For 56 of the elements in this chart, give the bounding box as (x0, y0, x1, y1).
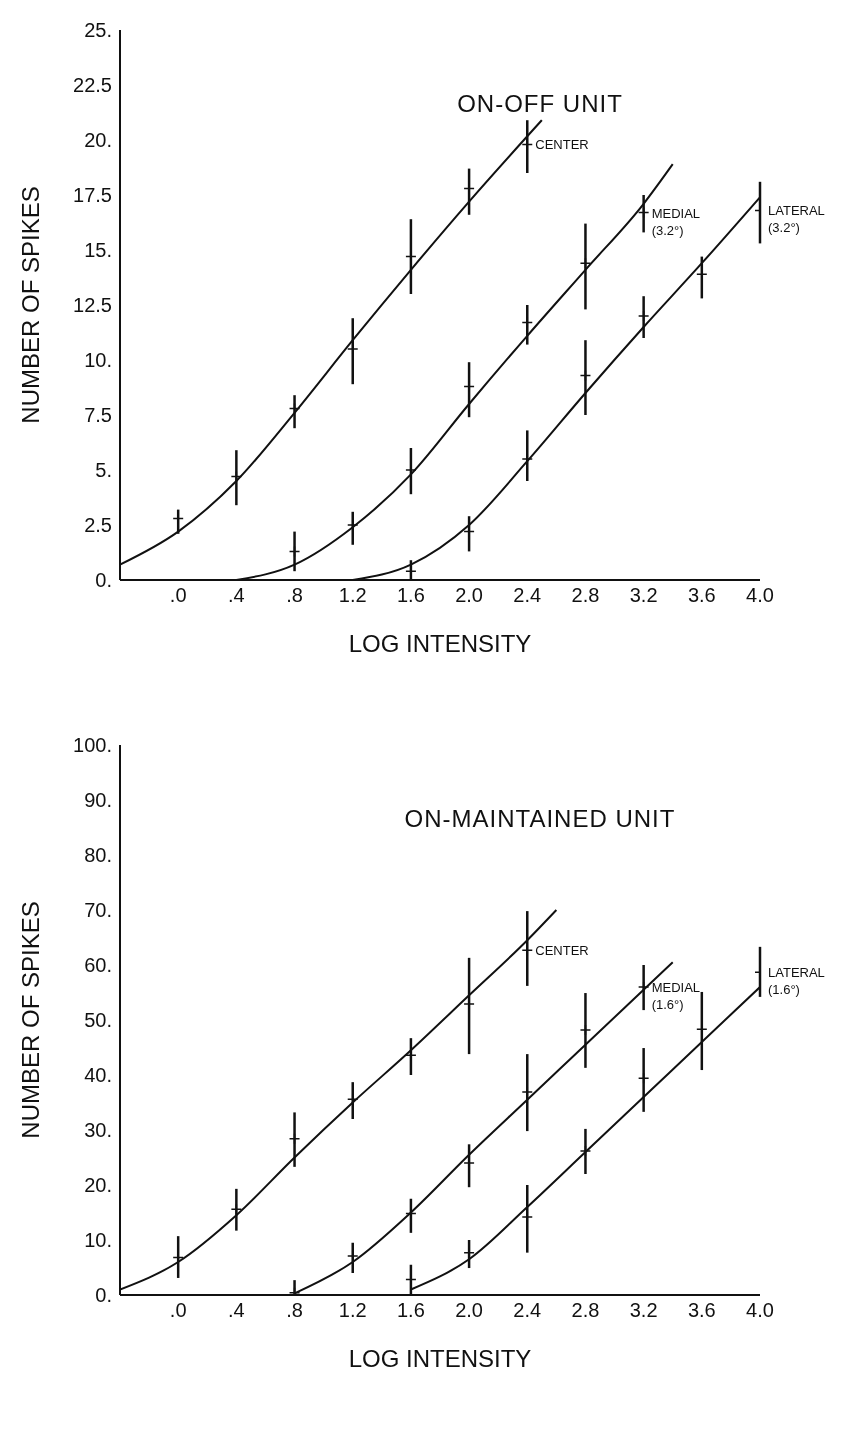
y-tick-label: 30. (84, 1119, 112, 1142)
y-tick-label: 80. (84, 844, 112, 867)
series-label: CENTER (535, 943, 589, 959)
x-tick-label: .4 (228, 1299, 245, 1322)
x-tick-label: 2.0 (455, 584, 483, 607)
y-tick-label: 12.5 (73, 294, 112, 317)
x-axis-title: LOG INTENSITY (348, 1345, 532, 1372)
y-tick-label: 70. (84, 899, 112, 922)
y-tick-label: 60. (84, 954, 112, 977)
x-tick-label: 3.2 (629, 1299, 658, 1322)
y-tick-label: 5. (95, 459, 112, 482)
x-tick-label: 4.0 (746, 584, 774, 607)
text: ON-MAINTAINED UNIT (403, 805, 677, 833)
series-label: CENTER (535, 137, 589, 153)
series-label: MEDIAL (3.2°) (651, 205, 701, 238)
x-tick-label: 2.4 (513, 1299, 542, 1322)
y-tick-label: 7.5 (84, 404, 112, 427)
x-tick-label: .8 (286, 584, 303, 607)
y-axis-title: NUMBER OF SPIKES (16, 901, 44, 1139)
text: ON-OFF UNIT (456, 90, 624, 118)
y-tick-label: 10. (84, 349, 112, 372)
y-tick-label: 10. (84, 1229, 112, 1252)
x-tick-label: 1.2 (338, 584, 367, 607)
x-tick-label: .0 (169, 584, 187, 607)
x-tick-label: 2.8 (571, 584, 600, 607)
series-label: LATERAL (1.6°) (768, 965, 825, 998)
x-tick-label: .4 (228, 584, 245, 607)
x-axis-title: LOG INTENSITY (348, 630, 532, 657)
y-tick-label: 50. (84, 1009, 112, 1032)
x-tick-label: .8 (286, 1299, 303, 1322)
series-label: MEDIAL (1.6°) (651, 980, 701, 1012)
y-tick-label: 2.5 (84, 514, 112, 537)
y-tick-label: 100. (73, 734, 112, 757)
y-tick-label: 0. (95, 1284, 112, 1307)
x-tick-label: 3.2 (629, 584, 658, 607)
x-tick-label: 2.8 (571, 1299, 600, 1322)
y-tick-label: 15. (84, 239, 112, 262)
x-tick-label: 3.6 (687, 584, 716, 607)
y-tick-label: 40. (84, 1064, 112, 1087)
x-tick-label: 1.6 (397, 1299, 425, 1322)
y-tick-label: 20. (84, 129, 112, 152)
y-tick-label: 0. (95, 569, 112, 592)
y-tick-label: 22.5 (73, 74, 112, 97)
x-tick-label: 2.4 (513, 584, 542, 607)
x-tick-label: 2.0 (455, 1299, 483, 1322)
y-axis-title: NUMBER OF SPIKES (16, 186, 44, 424)
x-tick-label: 1.6 (397, 584, 425, 607)
y-tick-label: 17.5 (73, 184, 112, 207)
series-label: LATERAL (3.2°) (768, 203, 825, 236)
y-tick-label: 25. (84, 19, 112, 42)
x-tick-label: 4.0 (746, 1299, 774, 1322)
y-tick-label: 20. (84, 1174, 112, 1197)
x-tick-label: .0 (169, 1299, 187, 1322)
x-tick-label: 1.2 (338, 1299, 367, 1322)
y-tick-label: 90. (84, 789, 112, 812)
x-tick-label: 3.6 (687, 1299, 716, 1322)
